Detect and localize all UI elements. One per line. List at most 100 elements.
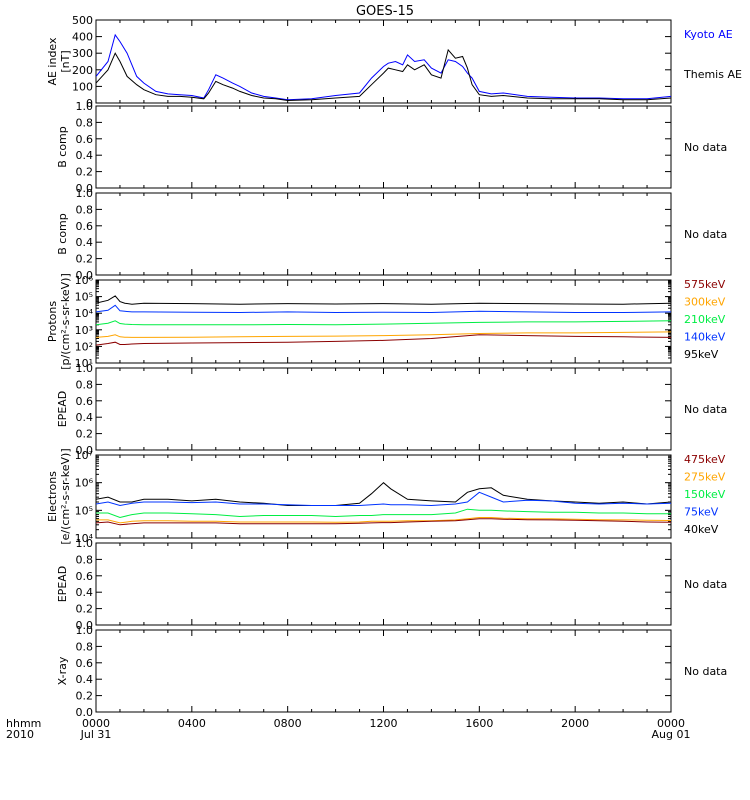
y-axis-label: [p/(cm²-s-sr-keV)] bbox=[59, 273, 72, 370]
y-tick-label: 100 bbox=[72, 80, 93, 93]
time-axis-row2-label: 2010 bbox=[6, 728, 34, 741]
y-tick-label: 400 bbox=[72, 31, 93, 44]
y-tick-label: 10³ bbox=[75, 324, 93, 337]
series-line-475kev bbox=[96, 518, 671, 526]
time-tick-label: 0400 bbox=[178, 717, 206, 730]
y-tick-label: 0.6 bbox=[76, 395, 94, 408]
y-tick-label: 300 bbox=[72, 47, 93, 60]
y-tick-label: 0.8 bbox=[76, 203, 94, 216]
y-axis-label: EPEAD bbox=[56, 566, 69, 603]
panel-bcomp1: 0.0 0.2 0.4 0.6 0.8 1.0 B comp No data bbox=[56, 100, 727, 195]
time-tick-label: 1200 bbox=[370, 717, 398, 730]
legend-entry: 95keV bbox=[684, 348, 719, 361]
y-axis-label: [nT] bbox=[59, 50, 72, 72]
y-tick-label: 0.6 bbox=[76, 570, 94, 583]
legend-entry: 575keV bbox=[684, 278, 726, 291]
time-tick-label: 2000 bbox=[561, 717, 589, 730]
y-tick-label: 10⁴ bbox=[75, 307, 94, 320]
series-line-150kev bbox=[96, 508, 671, 519]
panel-bcomp2: 0.0 0.2 0.4 0.6 0.8 1.0 B comp No data bbox=[56, 187, 727, 282]
y-tick-label: 10⁴ bbox=[75, 532, 94, 545]
y-tick-label: 0.2 bbox=[76, 253, 94, 266]
y-axis-label: [e/(cm²-s-sr-keV)] bbox=[59, 448, 72, 544]
time-tick-label: 0000 bbox=[657, 717, 685, 730]
y-tick-label: 10¹ bbox=[75, 357, 93, 370]
panel-epead2: 0.0 0.2 0.4 0.6 0.8 1.0 EPEAD No data bbox=[56, 537, 727, 632]
panel-xray: 0.0 0.2 0.4 0.6 0.8 1.0 X-ray No data bbox=[56, 624, 727, 719]
time-axis-start-date: Jul 31 bbox=[80, 728, 112, 741]
y-axis-label: AE index bbox=[46, 37, 59, 86]
y-tick-label: 0.6 bbox=[76, 133, 94, 146]
series-line-95kev bbox=[96, 295, 671, 305]
legend-entry: 475keV bbox=[684, 453, 726, 466]
y-tick-label: 0.6 bbox=[76, 657, 94, 670]
y-tick-label: 1.0 bbox=[76, 624, 94, 637]
y-tick-label: 10⁷ bbox=[75, 449, 93, 462]
time-axis-end-date: Aug 01 bbox=[652, 728, 691, 741]
y-tick-label: 0.4 bbox=[76, 586, 94, 599]
series-line-140kev bbox=[96, 304, 671, 314]
y-tick-label: 0.8 bbox=[76, 553, 94, 566]
y-tick-label: 1.0 bbox=[76, 362, 94, 375]
legend-entry: Themis AE bbox=[683, 68, 742, 81]
y-axis-label: Electrons bbox=[46, 471, 59, 522]
series-line-75kev bbox=[96, 491, 671, 507]
y-axis-label: B comp bbox=[56, 213, 69, 255]
series-line-275kev bbox=[96, 517, 671, 524]
y-tick-label: 0.0 bbox=[76, 182, 94, 195]
y-axis-label: Protons bbox=[46, 301, 59, 342]
panel-frame bbox=[95, 542, 672, 626]
y-tick-label: 0.0 bbox=[76, 269, 94, 282]
time-axis-row1-label: hhmm bbox=[6, 717, 41, 730]
panel-frame bbox=[95, 192, 672, 276]
y-axis-label: B comp bbox=[56, 126, 69, 168]
y-tick-label: 1.0 bbox=[76, 537, 94, 550]
panels: 0 100 200 300 400 500 AE index [nT] Kyoto AE Them… bbox=[46, 14, 742, 719]
y-tick-label: 10⁶ bbox=[75, 274, 94, 287]
y-tick-label: 0.4 bbox=[76, 411, 94, 424]
y-tick-label: 0.4 bbox=[76, 236, 94, 249]
y-tick-label: 0.8 bbox=[76, 640, 94, 653]
y-tick-label: 0.0 bbox=[76, 706, 94, 719]
y-axis-label: EPEAD bbox=[56, 391, 69, 428]
y-tick-label: 0.4 bbox=[76, 149, 94, 162]
legend-entry: Kyoto AE bbox=[684, 28, 733, 41]
y-tick-label: 10⁵ bbox=[75, 504, 93, 517]
panel-frame bbox=[95, 629, 672, 713]
legend-entry: 300keV bbox=[684, 295, 726, 308]
legend-entry: 40keV bbox=[684, 523, 719, 536]
y-tick-label: 0 bbox=[86, 97, 93, 110]
y-tick-label: 1.0 bbox=[76, 100, 94, 113]
chart-title: GOES-15 bbox=[356, 4, 414, 19]
y-axis-label: X-ray bbox=[56, 656, 69, 685]
series-line-575kev bbox=[96, 334, 671, 346]
y-tick-label: 10⁵ bbox=[75, 291, 93, 304]
time-axis: hhmm 2010 Jul 31 Aug 01 0000 0400 0800 1200… bbox=[6, 717, 690, 741]
y-tick-label: 1.0 bbox=[76, 187, 94, 200]
y-tick-label: 0.8 bbox=[76, 378, 94, 391]
panel-protons: 10¹ 10² 10³ 10⁴ 10⁵ 10⁶ Protons [p/(cm²-s-sr-ke… bbox=[46, 273, 726, 370]
y-tick-label: 10⁶ bbox=[75, 477, 94, 490]
no-data-note: No data bbox=[684, 665, 727, 678]
legend-entry: 75keV bbox=[684, 505, 719, 518]
no-data-note: No data bbox=[684, 403, 727, 416]
legend-entry: 275keV bbox=[684, 470, 726, 483]
y-tick-label: 500 bbox=[72, 14, 93, 27]
panel-electrons: 10⁴ 10⁵ 10⁶ 10⁷ Electrons [e/(cm²-s-sr-keV)] 4… bbox=[46, 448, 726, 545]
legend-entry: 140keV bbox=[684, 330, 726, 343]
panel-epead1: 0.0 0.2 0.4 0.6 0.8 1.0 EPEAD No data bbox=[56, 362, 727, 457]
no-data-note: No data bbox=[684, 141, 727, 154]
series-line-210kev bbox=[96, 320, 671, 326]
no-data-note: No data bbox=[684, 228, 727, 241]
panel-frame bbox=[95, 454, 672, 539]
y-tick-label: 200 bbox=[72, 64, 93, 77]
y-tick-label: 0.0 bbox=[76, 444, 94, 457]
time-tick-label: 0800 bbox=[274, 717, 302, 730]
time-tick-label: 0000 bbox=[82, 717, 110, 730]
panel-frame bbox=[95, 367, 672, 451]
series-line-300kev bbox=[96, 331, 671, 338]
series-line-kyoto-ae bbox=[96, 33, 671, 101]
time-tick-label: 1600 bbox=[465, 717, 493, 730]
panel-frame bbox=[95, 105, 672, 189]
